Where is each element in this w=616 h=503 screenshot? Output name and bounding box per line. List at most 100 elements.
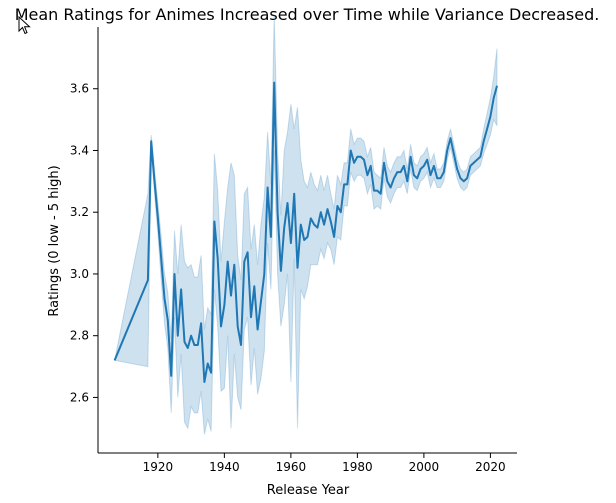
data-point: [433, 165, 435, 167]
data-point: [473, 162, 475, 164]
data-point: [113, 359, 115, 361]
x-axis-label: Release Year: [267, 483, 350, 498]
chart-title: Mean Ratings for Animes Increased over T…: [15, 5, 600, 24]
x-tick-label: 2000: [409, 460, 440, 474]
data-point: [479, 156, 481, 158]
x-tick-label: 1980: [342, 460, 373, 474]
data-point: [190, 335, 192, 337]
data-point: [157, 217, 159, 219]
data-point: [276, 211, 278, 213]
data-point: [230, 294, 232, 296]
data-point: [370, 165, 372, 167]
data-point: [213, 220, 215, 222]
data-point: [306, 236, 308, 238]
data-point: [429, 174, 431, 176]
data-point: [386, 180, 388, 182]
data-point: [253, 285, 255, 287]
data-point: [266, 186, 268, 188]
data-point: [180, 288, 182, 290]
data-point: [330, 220, 332, 222]
data-point: [486, 128, 488, 130]
data-point: [403, 165, 405, 167]
data-point: [217, 257, 219, 259]
data-point: [210, 372, 212, 374]
data-point: [280, 270, 282, 272]
data-point: [409, 156, 411, 158]
data-point: [323, 223, 325, 225]
data-point: [436, 177, 438, 179]
data-point: [439, 177, 441, 179]
data-point: [193, 344, 195, 346]
data-point: [260, 301, 262, 303]
data-point: [233, 264, 235, 266]
data-point: [399, 171, 401, 173]
data-point: [316, 227, 318, 229]
data-point: [220, 325, 222, 327]
data-point: [393, 177, 395, 179]
plot-area: [113, 14, 498, 435]
data-point: [243, 260, 245, 262]
data-point: [153, 180, 155, 182]
data-point: [183, 341, 185, 343]
data-point: [459, 177, 461, 179]
data-point: [493, 97, 495, 99]
data-point: [443, 171, 445, 173]
data-point: [250, 316, 252, 318]
data-point: [293, 193, 295, 195]
data-point: [150, 140, 152, 142]
data-point: [240, 344, 242, 346]
axes: 1920 1940 1960 1980 2000 2020 2.6 2.8 3.0 3.2 3.4 3…: [70, 27, 517, 474]
y-tick-label: 3.4: [70, 143, 89, 157]
data-point: [423, 165, 425, 167]
data-point: [273, 81, 275, 83]
data-point: [336, 205, 338, 207]
data-point: [237, 325, 239, 327]
data-point: [350, 149, 352, 151]
data-point: [396, 171, 398, 173]
data-point: [333, 236, 335, 238]
data-point: [456, 168, 458, 170]
data-point: [303, 239, 305, 241]
data-point: [363, 159, 365, 161]
data-point: [246, 251, 248, 253]
data-point: [366, 174, 368, 176]
data-point: [453, 152, 455, 154]
data-point: [296, 267, 298, 269]
x-tick-label: 1960: [276, 460, 307, 474]
data-point: [203, 381, 205, 383]
y-tick-label: 3.6: [70, 82, 89, 96]
data-point: [326, 208, 328, 210]
data-point: [270, 236, 272, 238]
data-point: [300, 223, 302, 225]
data-point: [147, 279, 149, 281]
data-point: [167, 319, 169, 321]
data-point: [449, 137, 451, 139]
data-point: [489, 115, 491, 117]
data-point: [223, 304, 225, 306]
data-point: [463, 180, 465, 182]
data-point: [466, 177, 468, 179]
data-point: [313, 223, 315, 225]
data-point: [200, 322, 202, 324]
data-point: [163, 298, 165, 300]
data-point: [389, 186, 391, 188]
mean-rating-line: [113, 81, 498, 383]
data-point: [469, 165, 471, 167]
data-point: [290, 242, 292, 244]
x-tick-label: 1940: [209, 460, 240, 474]
x-tick-label: 1920: [143, 460, 174, 474]
y-axis-label: Ratings (0 low - 5 high): [47, 165, 62, 316]
data-point: [446, 149, 448, 151]
data-point: [256, 328, 258, 330]
y-tick-label: 3.0: [70, 267, 89, 281]
y-tick-label: 2.8: [70, 329, 89, 343]
data-point: [416, 177, 418, 179]
data-point: [356, 156, 358, 158]
data-point: [320, 211, 322, 213]
data-point: [286, 202, 288, 204]
data-point: [353, 162, 355, 164]
mouse-cursor-icon: [18, 16, 31, 35]
data-point: [310, 217, 312, 219]
data-point: [343, 183, 345, 185]
data-point: [263, 273, 265, 275]
